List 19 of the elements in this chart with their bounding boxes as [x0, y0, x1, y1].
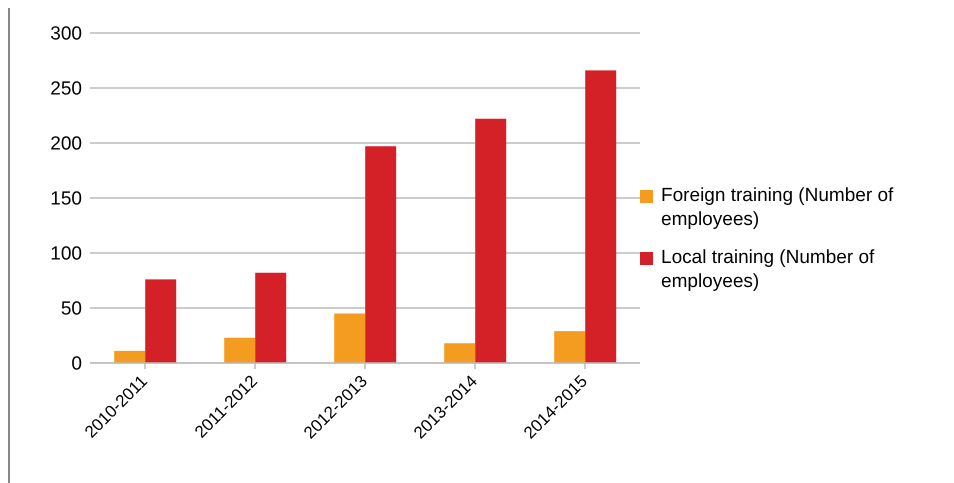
bar: [444, 343, 476, 363]
bar: [255, 272, 286, 363]
bar: [145, 279, 176, 363]
bar: [475, 118, 506, 363]
y-tick-label: 150: [50, 188, 82, 210]
legend-label: Foreign training (Number of employees): [661, 184, 894, 232]
y-tick-label: 50: [60, 298, 82, 320]
bar: [224, 338, 256, 363]
bar: [585, 70, 616, 363]
bar: [365, 146, 396, 363]
bar: [334, 314, 366, 363]
bar: [554, 331, 586, 363]
bar: [114, 350, 146, 363]
y-tick-label: 0: [71, 354, 82, 375]
y-tick-label: 100: [50, 244, 82, 265]
y-tick-label: 250: [50, 78, 82, 100]
y-tick-label: 300: [50, 24, 82, 45]
legend-label: Local training (Number of employees): [661, 246, 876, 294]
y-tick-label: 200: [50, 134, 82, 155]
